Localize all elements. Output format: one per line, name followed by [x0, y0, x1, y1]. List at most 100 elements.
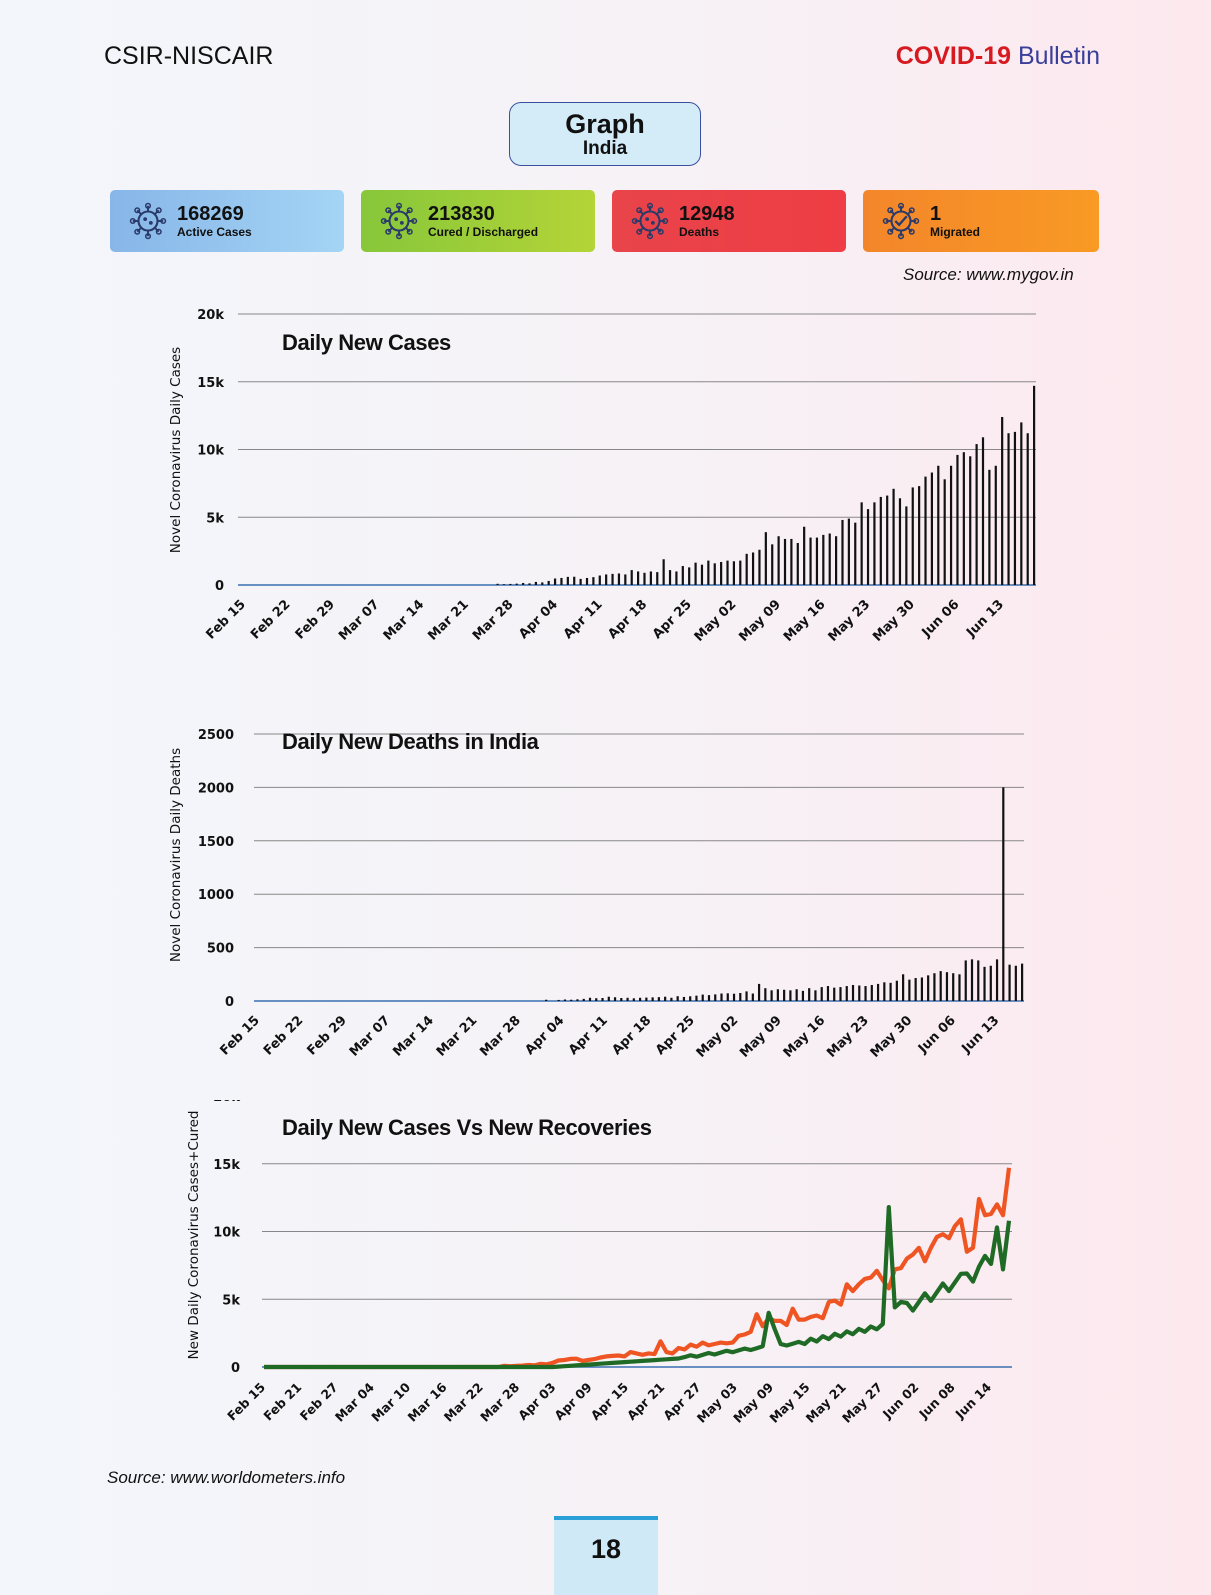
x-tick-label: Feb 29	[293, 597, 338, 642]
x-tick-label: Apr 11	[566, 1013, 611, 1058]
death-bar	[870, 984, 873, 1001]
death-bar	[776, 989, 779, 1001]
virus-spike-tip	[155, 228, 162, 235]
death-bar	[958, 974, 961, 1001]
case-bar	[854, 522, 857, 585]
x-tick-label: Feb 21	[260, 1380, 304, 1424]
death-bar	[620, 998, 623, 1001]
x-tick-label: Feb 22	[261, 1013, 306, 1058]
publisher-name: CSIR-NISCAIR	[104, 42, 274, 70]
death-bar	[770, 990, 773, 1001]
case-bar	[643, 572, 646, 585]
case-bar	[1013, 431, 1017, 585]
x-tick-label: Mar 28	[470, 597, 516, 643]
virus-spike-tip	[646, 233, 654, 240]
case-bar	[739, 560, 742, 585]
case-bar	[751, 552, 755, 585]
x-tick-label: Mar 22	[441, 1380, 486, 1425]
death-bar	[745, 991, 748, 1001]
stat-value: 168269	[177, 202, 244, 225]
death-bar	[670, 997, 673, 1001]
death-bar	[563, 999, 567, 1001]
case-bar	[566, 576, 569, 585]
y-tick-label: 1500	[198, 835, 234, 850]
case-bar	[943, 479, 946, 585]
case-bar	[866, 509, 870, 585]
virus-spike-tip	[631, 217, 638, 225]
virus-spike-tip	[887, 228, 894, 235]
case-bar	[783, 538, 787, 585]
x-tick-label: Mar 04	[332, 1379, 377, 1424]
case-bar	[713, 563, 716, 585]
x-tick-label: Feb 22	[248, 597, 293, 642]
virus-spike-tip	[657, 228, 664, 235]
death-bar	[707, 995, 711, 1001]
case-bar	[796, 542, 799, 585]
stat-value: 12948	[679, 202, 735, 225]
death-bar	[895, 980, 898, 1001]
y-tick-label: 10k	[197, 444, 224, 459]
x-tick-label: Mar 10	[368, 1379, 413, 1424]
case-bar	[764, 532, 767, 585]
bulletin-label: Bulletin	[1018, 42, 1100, 70]
death-bar	[939, 971, 942, 1001]
death-bar	[557, 999, 560, 1001]
virus-spike-tip	[636, 228, 643, 235]
stat-value: 1	[930, 202, 942, 225]
virus-dot	[143, 217, 148, 221]
stat-migrated: 1 Migrated	[863, 190, 1099, 252]
virus-spike-tip	[395, 202, 403, 209]
case-bar	[534, 581, 538, 585]
death-bar	[607, 996, 610, 1001]
case-bar	[898, 498, 902, 585]
x-tick-label: Feb 15	[218, 1013, 263, 1058]
case-bar	[585, 577, 589, 585]
case-bar	[1007, 433, 1010, 585]
virus-check-icon	[882, 202, 920, 240]
death-bar	[902, 974, 905, 1001]
x-tick-label: Apr 18	[609, 1013, 654, 1058]
y-tick-label: 15k	[197, 376, 224, 391]
chart-title: Daily New Cases Vs New Recoveries	[282, 1115, 652, 1140]
death-bar	[833, 987, 836, 1001]
stat-active-cases: 168269 Active Cases	[110, 190, 344, 252]
daily-new-cases-chart: 0 5k 10k 15k 20k Daily New Cases Novel Coronav…	[168, 308, 1036, 645]
case-bar	[1001, 416, 1004, 585]
virus-spike-tip	[406, 228, 413, 235]
case-bar	[994, 465, 997, 585]
x-tick-label: Mar 21	[425, 597, 471, 643]
case-bar	[841, 519, 844, 585]
case-bar	[988, 469, 991, 585]
death-bar	[789, 990, 792, 1001]
covid-label: COVID-19	[895, 42, 1012, 70]
virus-spike-tip	[385, 228, 392, 235]
virus-dot	[394, 217, 399, 221]
source-worldometers: Source: www.worldometers.info	[107, 1468, 346, 1487]
case-bar	[668, 570, 672, 585]
virus-spike-tip	[657, 207, 664, 214]
x-tick-label: Mar 28	[477, 1380, 522, 1425]
case-bar	[541, 582, 544, 585]
death-bar	[632, 998, 635, 1001]
death-bar	[826, 986, 830, 1001]
case-bar	[726, 560, 729, 585]
case-bar	[981, 437, 985, 585]
case-bar	[892, 488, 895, 585]
case-bar	[835, 536, 838, 585]
case-bar	[598, 575, 601, 585]
stat-cured: 213830 Cured / Discharged	[361, 190, 595, 252]
case-bar	[949, 465, 953, 585]
x-tick-label: Jun 08	[915, 1380, 958, 1423]
death-bar	[1021, 963, 1024, 1001]
case-bar	[624, 574, 627, 585]
death-bar	[657, 997, 660, 1001]
death-bar	[989, 965, 992, 1001]
case-bar	[860, 502, 863, 585]
recoveries-line	[264, 1204, 1012, 1370]
x-tick-label: Apr 03	[515, 1380, 559, 1424]
graph-title: Graph	[565, 109, 645, 139]
case-bar	[637, 571, 640, 585]
death-bar	[701, 994, 704, 1001]
y-tick-label: 20k	[197, 308, 224, 323]
case-bar	[611, 573, 614, 585]
